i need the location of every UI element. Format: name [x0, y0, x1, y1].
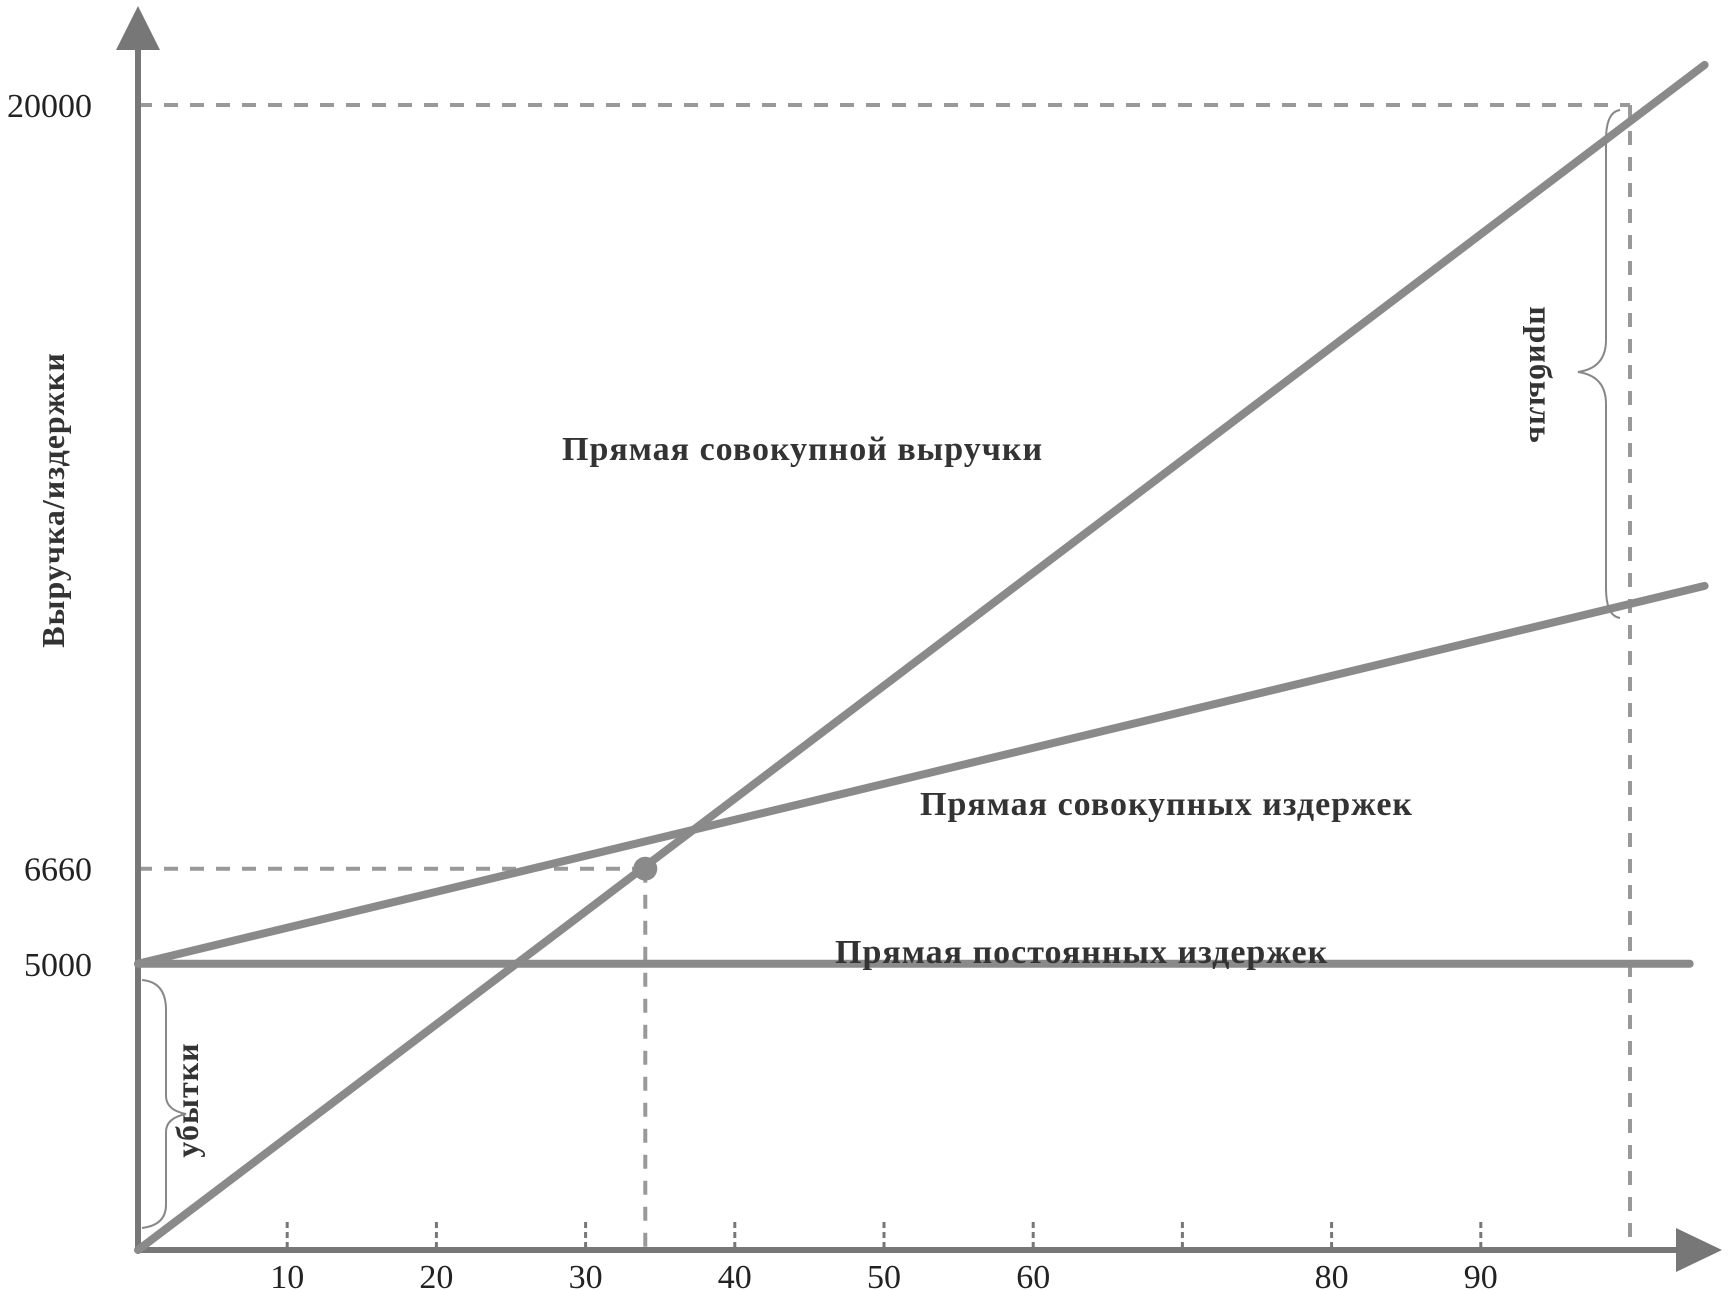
- series-label-total-costs: Прямая совокупных издержек: [920, 786, 1413, 823]
- series-line-revenue: [134, 60, 1709, 1254]
- series-label-revenue: Прямая совокупной выручки: [562, 431, 1043, 468]
- x-tick-label-20: 20: [419, 1259, 453, 1290]
- x-tick-label-50: 50: [867, 1259, 901, 1290]
- series-line-total-costs: [134, 581, 1709, 968]
- profit-annotation: прибыль: [1523, 306, 1559, 444]
- x-tick-label-80: 80: [1315, 1259, 1349, 1290]
- guide-lines: [138, 103, 1632, 1250]
- tick-labels: 10 20 30 40 50 60 80 90 20000 6660 5000: [7, 88, 1498, 1290]
- y-tick-label-20000: 20000: [7, 88, 92, 125]
- loss-annotation: убытки: [169, 1042, 205, 1157]
- y-axis-arrow: [116, 6, 160, 50]
- x-tick-label-10: 10: [270, 1259, 304, 1290]
- tick-marks: [285, 1222, 1483, 1250]
- axes: [116, 6, 1722, 1272]
- series-lines: [134, 60, 1709, 1254]
- y-axis-title: Выручка/издержки: [35, 352, 71, 648]
- x-tick-label-30: 30: [569, 1259, 603, 1290]
- x-tick-label-60: 60: [1016, 1259, 1050, 1290]
- series-label-fixed-costs: Прямая постоянных издержек: [835, 934, 1328, 971]
- y-tick-label-6660: 6660: [24, 852, 92, 889]
- break-even-point: [633, 856, 658, 881]
- x-tick-label-40: 40: [718, 1259, 752, 1290]
- loss-brace: [141, 979, 187, 1229]
- y-tick-label-5000: 5000: [24, 947, 92, 984]
- x-axis-arrow: [1676, 1228, 1722, 1272]
- profit-brace: [1577, 109, 1621, 619]
- x-tick-label-90: 90: [1464, 1259, 1498, 1290]
